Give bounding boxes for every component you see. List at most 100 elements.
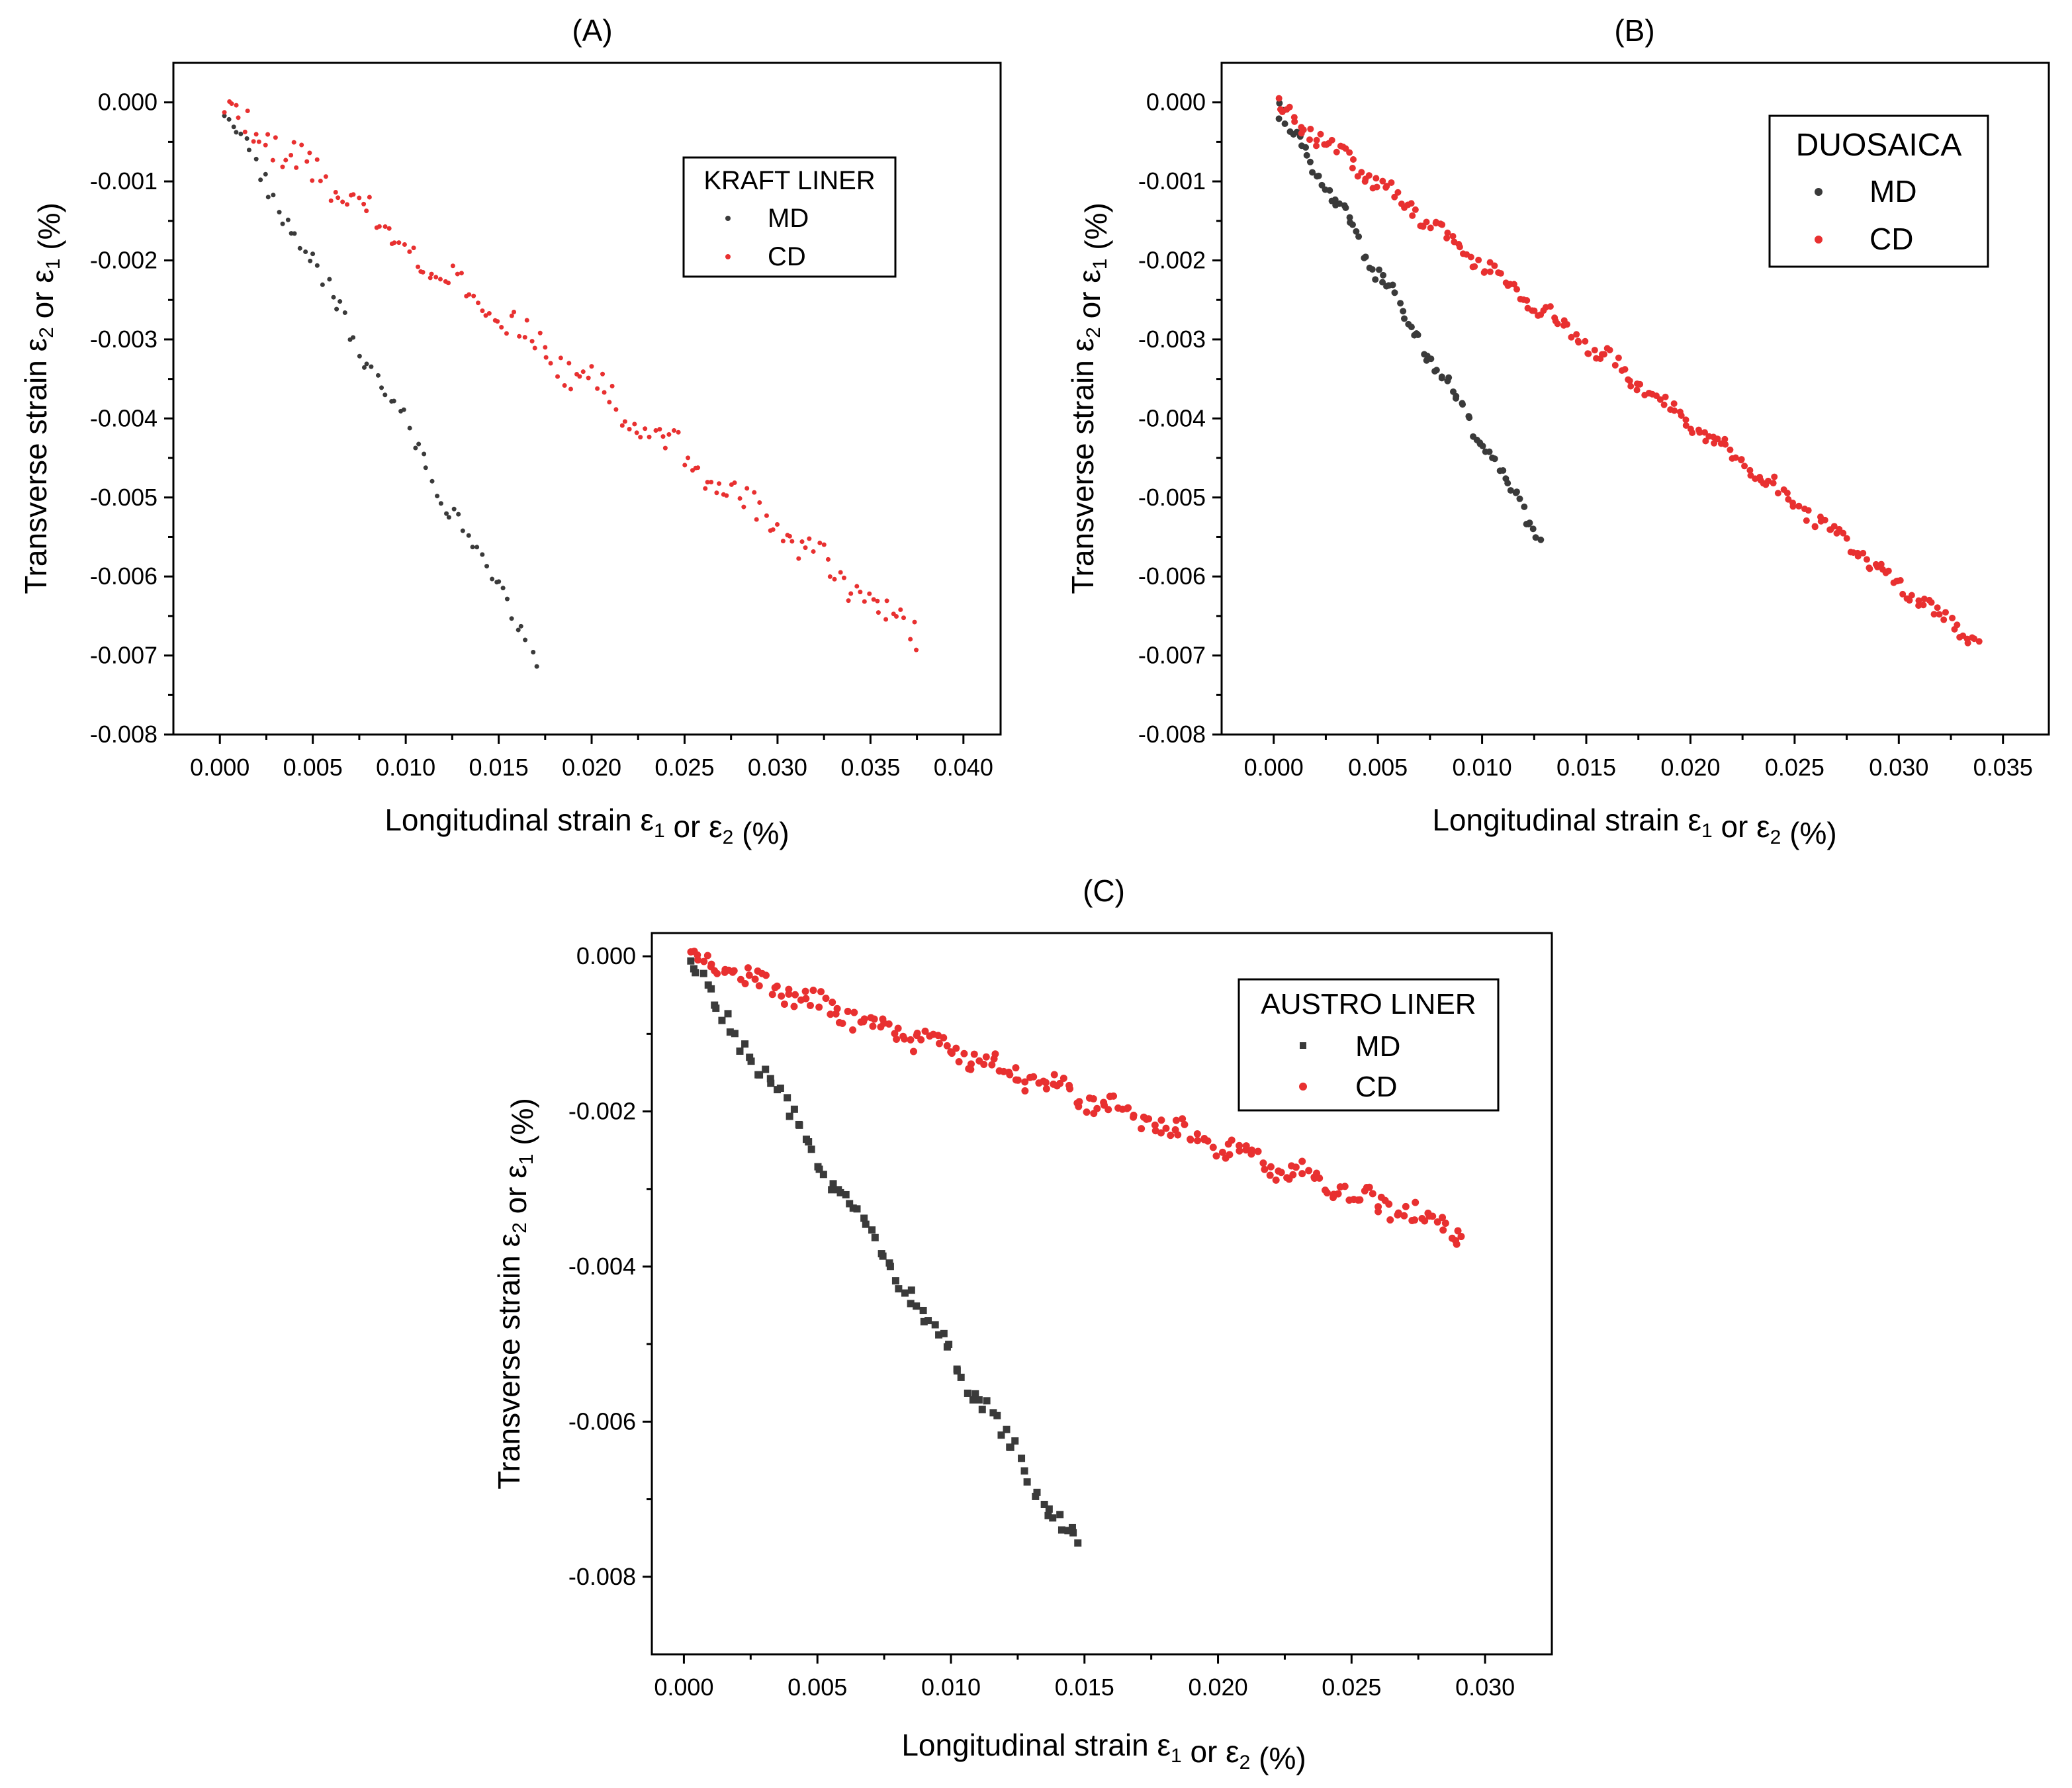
panel-c-md-point	[718, 1016, 726, 1024]
panel-b-cd-point	[1531, 307, 1538, 314]
panel-a-x-tick-label: 0.000	[190, 754, 249, 781]
panel-a-md-point	[391, 398, 396, 404]
panel-b-y-tick-label: -0.005	[1138, 484, 1206, 511]
panel-a-cd-point	[548, 361, 553, 366]
panel-a-cd-point	[627, 426, 632, 431]
panel-c-cd-point	[1266, 1171, 1274, 1179]
panel-c-cd-point	[952, 1044, 960, 1052]
panel-b-cd-point	[1346, 149, 1353, 156]
panel-b-cd-point	[1732, 454, 1739, 461]
panel-b-md-point	[1346, 214, 1353, 221]
panel-c-cd-point	[802, 995, 810, 1003]
panel-a-cd-point	[459, 271, 464, 276]
panel-a-cd-point	[314, 157, 320, 162]
panel-c-cd-point	[1193, 1130, 1201, 1138]
panel-c-cd-point	[1267, 1163, 1275, 1171]
panel-c-cd-point	[1157, 1116, 1165, 1124]
panel-a-cd-point	[304, 159, 310, 164]
panel-b-cd-point	[1934, 604, 1941, 611]
panel-b-cd-point	[1443, 234, 1451, 242]
panel-a-y-tick-label: -0.002	[90, 247, 158, 274]
panel-a-md-point	[446, 515, 451, 520]
panel-c-md-point	[901, 1289, 909, 1297]
panel-a-y-tick-label: -0.008	[90, 721, 158, 748]
panel-a-md-point	[416, 441, 422, 447]
panel-a-cd-point	[703, 486, 708, 491]
panel-c-cd-point	[741, 980, 749, 988]
panel-b-y-axis-label: Transverse strain ε2 or ε1 (%)	[1065, 202, 1113, 594]
panel-a-cd-point	[741, 504, 746, 510]
panel-c-cd-point	[1021, 1087, 1029, 1095]
panel-b-cd-point	[1471, 263, 1478, 270]
panel-c-md-point	[692, 969, 699, 977]
panel-b-md-point	[1400, 308, 1407, 315]
panel-b-md-point	[1466, 414, 1473, 422]
panel-b-cd-point	[1821, 516, 1828, 523]
panel-a-cd-point	[345, 202, 350, 207]
panel-a-md-point	[231, 124, 236, 130]
panel-b-cd-point	[1615, 354, 1622, 361]
panel-a-md-point	[364, 361, 369, 367]
panel-c-x-tick-label: 0.025	[1322, 1674, 1381, 1701]
panel-b-cd-point	[1444, 229, 1451, 236]
panel-b-cd-point	[1313, 136, 1320, 144]
panel-b-cd-point	[1307, 125, 1314, 132]
panel-b-cd-point	[1480, 269, 1488, 276]
panel-c-cd-point	[1228, 1136, 1236, 1144]
panel-c-cd-point	[768, 991, 776, 999]
panel-a-cd-point	[827, 574, 833, 579]
panel-c-md-point	[907, 1300, 915, 1308]
panel-a-cd-point	[256, 139, 261, 144]
panel-a-cd-point	[386, 226, 392, 231]
panel-a-cd-point	[289, 152, 294, 157]
panel-c-cd-point	[827, 1010, 834, 1018]
panel-a-cd-point	[486, 311, 492, 316]
panel-c-md-point	[704, 981, 712, 989]
panel-a-md-point	[271, 193, 276, 198]
panel-c-md-point	[1044, 1511, 1052, 1519]
panel-b-cd-point	[1783, 490, 1791, 497]
panel-b-cd-point	[1513, 286, 1521, 293]
panel-b-md-point	[1302, 144, 1310, 151]
panel-c-cd-point	[755, 982, 763, 990]
panel-b-cd-point	[1936, 611, 1943, 618]
panel-c-md-point	[1058, 1526, 1065, 1534]
panel-b-md-point	[1408, 324, 1415, 331]
panel-c-cd-point	[694, 956, 702, 964]
panel-c-cd-point	[817, 988, 825, 996]
panel-a-cd-point	[789, 539, 795, 544]
panel-c-md-point	[862, 1220, 870, 1228]
panel-b-cd-point	[1486, 268, 1494, 275]
panel-a-md-point	[263, 171, 268, 177]
panel-b-cd-point	[1637, 380, 1644, 388]
panel-c-md-point	[1045, 1505, 1053, 1513]
panel-b-cd-point	[1419, 223, 1427, 230]
panel-b-cd-point	[1391, 193, 1398, 201]
panel-c-cd-point	[773, 982, 781, 990]
panel-c-cd-point	[967, 1060, 975, 1068]
panel-c-md-point	[945, 1341, 953, 1349]
panel-a-cd-point	[796, 556, 801, 561]
panel-c-md-point	[969, 1396, 977, 1404]
panel-a-cd-point	[543, 345, 548, 350]
panel-b-cd-point	[1365, 172, 1373, 179]
panel-b-cd-point	[1449, 233, 1457, 240]
panel-a-y-tick-label: 0.000	[98, 89, 158, 116]
panel-c-cd-point	[1005, 1068, 1013, 1076]
panel-a-y-tick-label: -0.001	[90, 167, 158, 195]
panel-a-cd-point	[696, 465, 701, 470]
panel-b-x-tick-label: 0.005	[1348, 754, 1408, 781]
panel-c-cd-point	[1298, 1157, 1306, 1165]
panel-b-md-point	[1529, 525, 1537, 533]
panel-c-cd-point	[1289, 1171, 1297, 1179]
panel-b-md-point	[1513, 488, 1520, 496]
panel-a-cd-point	[499, 325, 504, 330]
panel-b-cd-point	[1427, 224, 1434, 232]
panel-b-md-point	[1500, 467, 1507, 474]
panel-a-cd-point	[686, 455, 691, 461]
panel-c-cd-point	[948, 1050, 956, 1057]
panel-b-md-point	[1306, 158, 1314, 165]
panel-a-cd-point	[875, 598, 880, 603]
panel-b-title: (B)	[1614, 13, 1654, 48]
panel-c-md-point	[895, 1285, 903, 1293]
